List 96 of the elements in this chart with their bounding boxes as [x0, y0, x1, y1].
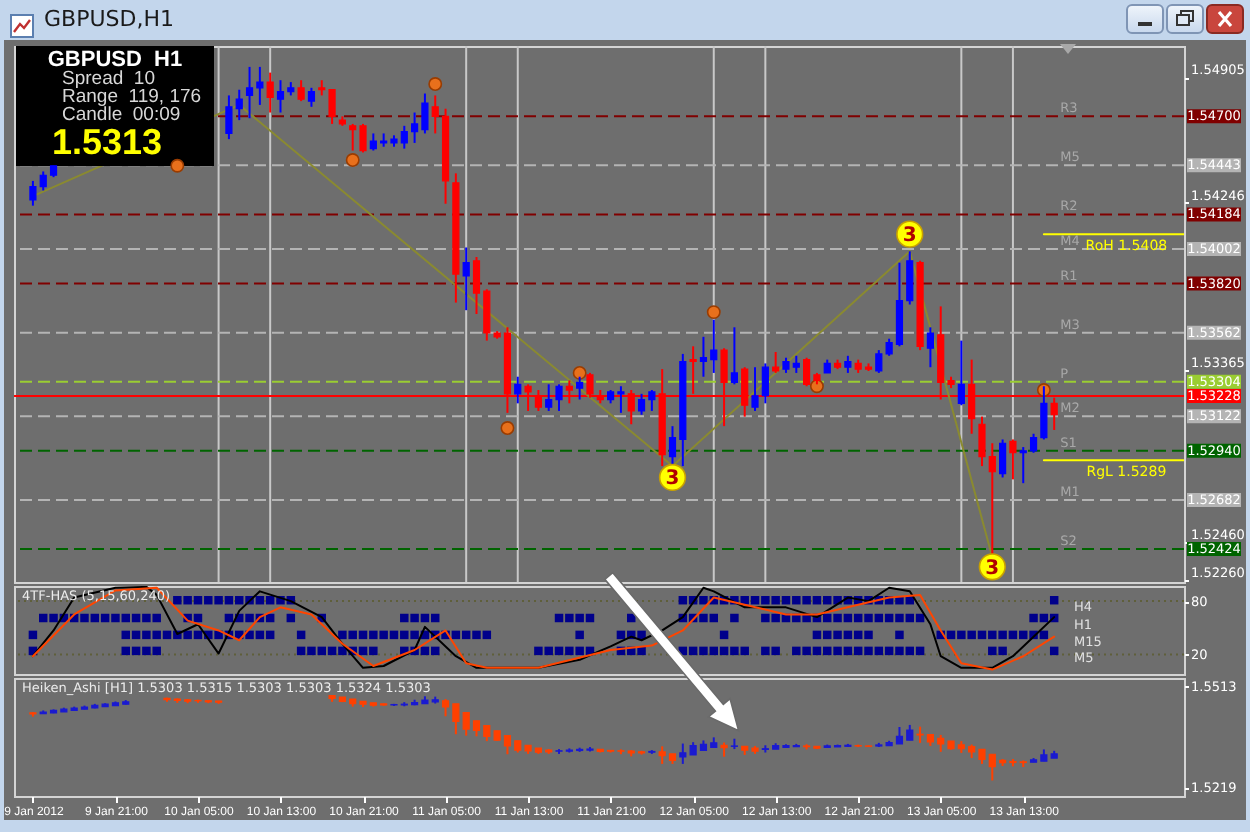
point [348, 630, 357, 640]
point [400, 613, 409, 623]
point [400, 630, 409, 640]
point [771, 595, 780, 605]
point [428, 77, 443, 91]
annotation: 3 [665, 468, 680, 491]
point [338, 630, 347, 640]
point [706, 305, 721, 320]
point [345, 153, 360, 167]
point [864, 646, 873, 656]
point [245, 613, 254, 623]
annotation: Spread 10 [62, 68, 155, 90]
point [575, 613, 584, 623]
candlestick [999, 438, 1007, 479]
point [761, 595, 770, 605]
point [771, 646, 780, 656]
point [895, 613, 904, 623]
point [761, 613, 770, 623]
candlestick [307, 86, 316, 108]
point [740, 646, 749, 656]
point [152, 646, 161, 656]
point [771, 613, 780, 623]
point [152, 630, 161, 640]
point [534, 646, 543, 656]
point [379, 630, 388, 640]
point [792, 646, 801, 656]
point [204, 595, 213, 605]
point [998, 630, 1007, 640]
point [369, 646, 378, 656]
point [142, 646, 151, 656]
point [142, 613, 151, 623]
point [802, 646, 811, 656]
annotation: Candle 00:09 [62, 104, 181, 126]
point [833, 630, 842, 640]
point [895, 630, 904, 640]
point [730, 646, 739, 656]
point [152, 613, 161, 623]
point [307, 646, 316, 656]
candlestick [730, 326, 738, 386]
point [637, 630, 646, 640]
point [565, 613, 574, 623]
point [410, 613, 419, 623]
point [699, 646, 708, 656]
point [183, 595, 192, 605]
point [575, 646, 584, 656]
annotation: 1.5313 [52, 122, 163, 162]
point [544, 646, 553, 656]
point [214, 630, 223, 640]
point [111, 613, 120, 623]
annotation: Range 119, 176 [62, 86, 202, 108]
point [1029, 613, 1038, 623]
point [572, 365, 587, 380]
point [500, 421, 515, 435]
candlestick [462, 246, 470, 312]
point [761, 646, 770, 656]
point [833, 613, 842, 623]
annotation: 3 [985, 557, 1000, 580]
point [183, 630, 192, 640]
candlestick [1009, 438, 1017, 481]
point [173, 595, 182, 605]
point [699, 613, 708, 623]
point [998, 646, 1007, 656]
point [740, 595, 749, 605]
point [967, 630, 976, 640]
point [80, 613, 89, 623]
point [864, 613, 873, 623]
candlestick [297, 79, 305, 103]
point [214, 595, 223, 605]
point [988, 646, 997, 656]
annotation: 3 [902, 225, 917, 248]
point [730, 613, 739, 623]
point [957, 630, 966, 640]
point [895, 646, 904, 656]
point [988, 630, 997, 640]
point [792, 595, 801, 605]
point [142, 630, 151, 640]
point [565, 646, 574, 656]
candlestick [957, 339, 965, 407]
candlestick [926, 326, 934, 369]
point [575, 630, 584, 640]
point [864, 630, 873, 640]
point [699, 595, 708, 605]
point [802, 595, 811, 605]
point [369, 630, 378, 640]
candlestick [514, 375, 522, 405]
point [170, 158, 185, 173]
candlestick [772, 351, 780, 374]
point [472, 630, 481, 640]
point [49, 613, 58, 623]
candlestick [266, 71, 274, 114]
annotation: GBPUSD H1 [45, 48, 185, 72]
point [637, 646, 646, 656]
point [410, 630, 419, 640]
point [833, 646, 842, 656]
point [338, 646, 347, 656]
chart-title: GBPUSD,H1 [44, 6, 174, 32]
